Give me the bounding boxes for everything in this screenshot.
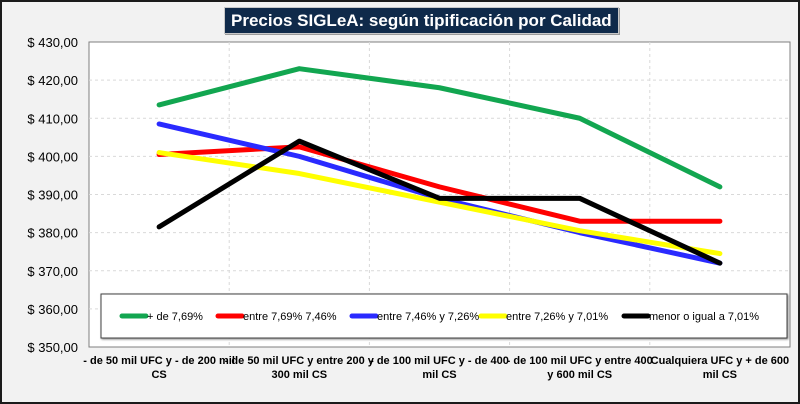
y-axis-ticks: $ 350,00 $ 360,00 $ 370,00 $ 380,00 $ 390,00… — [27, 35, 78, 355]
y-tick-label: $ 350,00 — [27, 340, 78, 355]
x-tick-label: Cualquiera UFC y + de 600 mil CS — [651, 355, 789, 381]
legend-label: + de 7,69% — [147, 311, 203, 323]
legend-label: menor o igual a 7,01% — [649, 311, 759, 323]
series-line — [156, 138, 723, 266]
x-tick-label: - de 50 mil UFC y entre 200 y 300 mil CS — [225, 355, 375, 381]
x-tick-label: - de 50 mil UFC y - de 200 mil CS — [83, 355, 235, 381]
y-tick-label: $ 390,00 — [27, 188, 78, 203]
legend-label: entre 7,26% y 7,01% — [506, 311, 608, 323]
series-line — [156, 66, 723, 190]
chart-title: Precios SIGLeA: según tipificación por C… — [224, 7, 619, 34]
legend-label: entre 7,69% 7,46% — [243, 311, 337, 323]
legend: + de 7,69% entre 7,69% 7,46% entre 7,46% y… — [100, 293, 788, 339]
x-tick-label: - de 100 mil UFC y - de 400 mil CS — [370, 355, 509, 381]
y-tick-label: $ 380,00 — [27, 226, 78, 241]
y-tick-label: $ 430,00 — [27, 35, 78, 50]
y-tick-label: $ 400,00 — [27, 149, 78, 164]
y-tick-label: $ 420,00 — [27, 73, 78, 88]
y-tick-label: $ 360,00 — [27, 302, 78, 317]
y-tick-label: $ 370,00 — [27, 264, 78, 279]
series-line — [156, 150, 723, 257]
series-lines — [156, 66, 723, 266]
x-tick-label: - de 100 mil UFC y entre 400 y 600 mil CS — [507, 355, 653, 381]
legend-label: entre 7,46% y 7,26% — [377, 311, 479, 323]
legend-box — [100, 293, 788, 339]
x-axis-ticks: - de 50 mil UFC y - de 200 mil CS- de 50 … — [83, 355, 789, 381]
y-tick-label: $ 410,00 — [27, 111, 78, 126]
